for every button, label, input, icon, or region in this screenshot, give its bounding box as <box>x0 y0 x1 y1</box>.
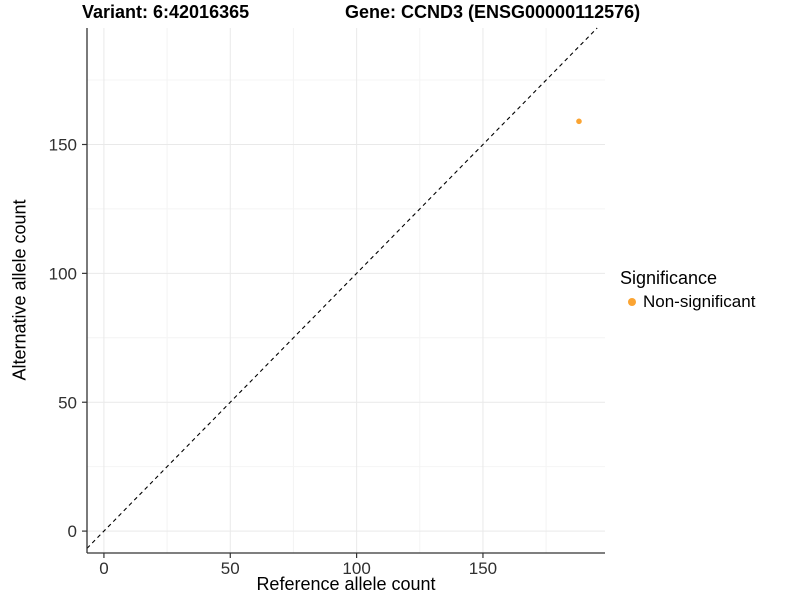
y-tick-label: 150 <box>49 136 77 155</box>
identity-dashed-line <box>86 27 598 549</box>
variant-title: Variant: 6:42016365 <box>82 2 250 22</box>
data-point <box>576 118 582 125</box>
legend-title: Significance <box>620 268 718 288</box>
x-tick-label: 0 <box>99 559 108 578</box>
x-axis-title: Reference allele count <box>256 574 436 594</box>
legend-item-label: Non-significant <box>643 292 756 311</box>
x-tick-label: 100 <box>342 559 370 578</box>
y-tick-label: 0 <box>68 522 77 541</box>
x-tick-label: 50 <box>221 559 240 578</box>
y-axis-title: Alternative allele count <box>9 199 30 381</box>
legend-point-icon <box>628 298 636 306</box>
y-tick-label: 100 <box>49 264 77 283</box>
gene-title: Gene: CCND3 (ENSG00000112576) <box>345 2 641 22</box>
y-tick-label: 50 <box>58 393 77 412</box>
legend: Significance Non-significant <box>620 267 755 312</box>
x-tick-label: 150 <box>469 559 497 578</box>
legend-item-non-significant: Non-significant <box>620 292 755 312</box>
